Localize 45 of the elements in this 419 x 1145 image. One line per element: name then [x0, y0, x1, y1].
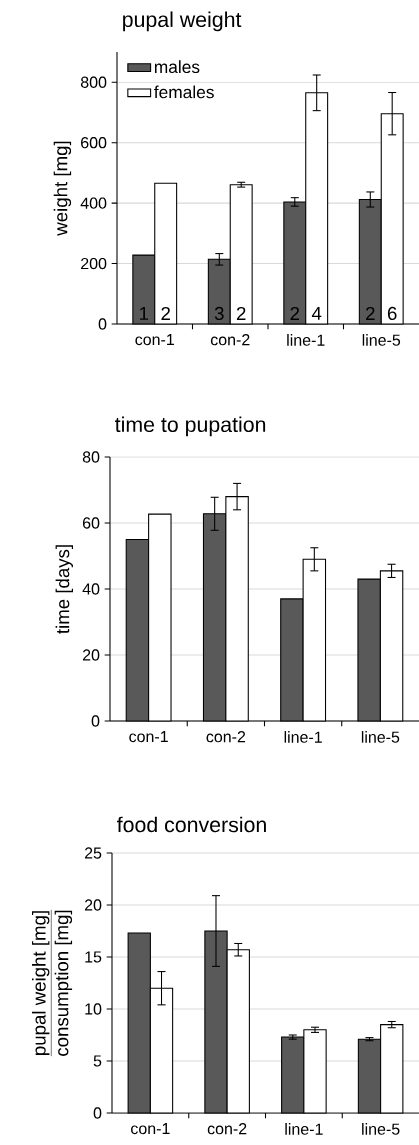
x-tick-label: line-5 [362, 334, 401, 346]
x-tick-label: line-5 [361, 731, 400, 743]
legend-label: males [154, 60, 200, 74]
x-tick-label: con-2 [206, 731, 246, 743]
y-axis-title: pupal weight [mg] [32, 911, 50, 1055]
x-tick-label: con-1 [131, 1123, 170, 1135]
y-tick-label: 20 [84, 899, 102, 911]
y-axis-title: weight [mg] [53, 141, 72, 236]
annotation: 2 [366, 306, 375, 320]
chart-title: time to pupation [115, 416, 266, 437]
annotation: 3 [214, 306, 224, 321]
x-tick-label: con-2 [210, 334, 250, 346]
y-tick-label: 200 [81, 257, 107, 270]
chart-title: food conversion [117, 816, 266, 833]
annotation: 2 [236, 306, 246, 320]
y-tick-label: 5 [93, 1055, 102, 1067]
y-tick-label: 40 [82, 583, 100, 595]
y-tick-label: 600 [81, 137, 107, 149]
y-tick-label: 10 [85, 1003, 102, 1015]
x-tick-label: con-1 [129, 731, 168, 743]
y-tick-label: 25 [84, 847, 102, 859]
legend-label: females [154, 85, 214, 99]
text: consumption [mg] [54, 910, 73, 1056]
y-tick-label: 800 [80, 76, 107, 88]
x-tick-label: line-1 [284, 731, 322, 743]
y-axis-title: time [days] [55, 545, 73, 634]
annotation: 2 [161, 306, 170, 320]
x-tick-label: con-2 [207, 1123, 247, 1135]
annotation: 4 [311, 307, 322, 320]
y-tick-label: 400 [80, 197, 107, 209]
y-tick-label: 20 [82, 649, 100, 661]
x-tick-label: line-5 [362, 1123, 400, 1135]
y-tick-label: 0 [93, 1107, 102, 1119]
x-tick-label: con-1 [135, 334, 174, 346]
annotation: 2 [290, 306, 300, 320]
y-tick-label: 60 [82, 517, 100, 529]
chart-title: pupal weight [123, 11, 242, 32]
annotation: 1 [140, 307, 149, 320]
y-tick-label: 15 [85, 951, 102, 963]
x-tick-label: line-1 [285, 1123, 323, 1135]
y-tick-label: 0 [91, 715, 100, 727]
x-tick-label: line-1 [287, 334, 325, 346]
y-tick-label: 80 [82, 451, 100, 463]
y-tick-label: 0 [98, 318, 107, 330]
annotation: 6 [387, 306, 397, 321]
